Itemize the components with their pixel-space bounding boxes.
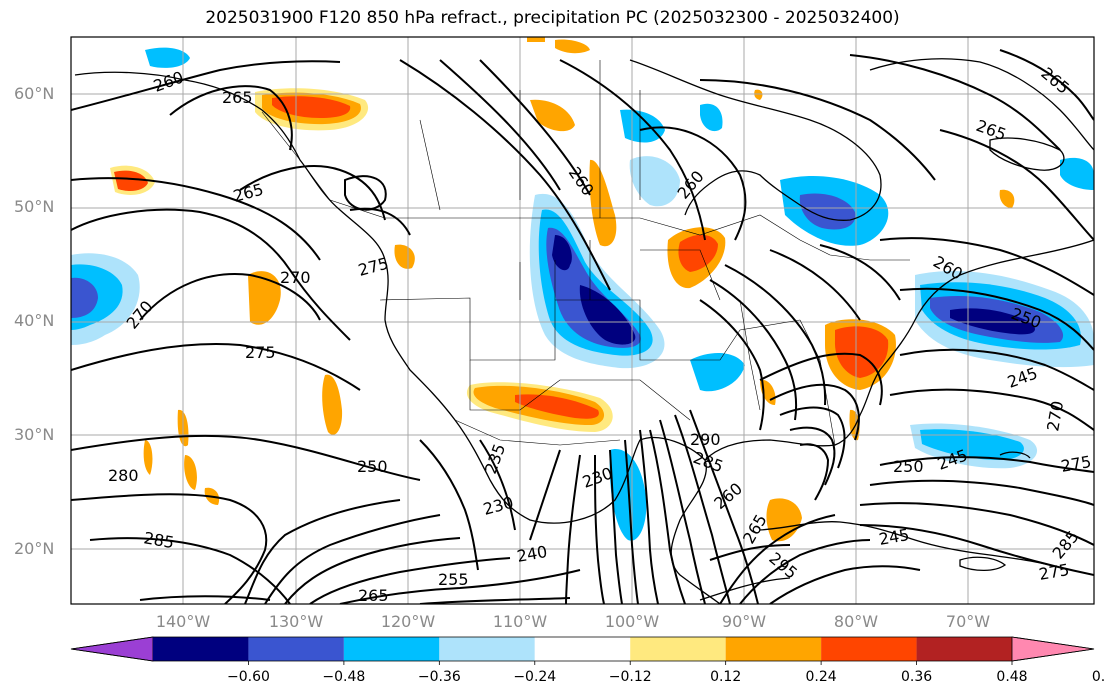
colorbar-outline <box>70 636 1095 662</box>
lat-label: 50°N <box>14 197 55 216</box>
precip-positive-region <box>394 244 415 269</box>
colorbar-segment <box>153 637 249 661</box>
lat-label: 20°N <box>14 539 55 558</box>
map-gridlines <box>71 37 1094 604</box>
colorbar-tick-label: 0.48 <box>996 669 1028 685</box>
precip-positive-region <box>248 271 281 325</box>
precip-negative-region <box>552 235 636 345</box>
colorbar-segment <box>439 637 535 661</box>
lon-label: 70°W <box>945 612 991 631</box>
colorbar-segment <box>343 637 440 661</box>
precip-positive-region <box>530 99 617 247</box>
colorbar-tick-label: 0.12 <box>710 669 742 685</box>
colorbar-segment <box>821 637 917 661</box>
colorbar-extend-low <box>70 636 154 662</box>
lat-label: 30°N <box>14 425 55 444</box>
colorbar-tick-label: −0.60 <box>226 669 270 685</box>
lon-label: 80°W <box>833 612 879 631</box>
map-frame <box>70 36 1095 605</box>
colorbar-tick-label: −0.36 <box>417 669 461 685</box>
colorbar-extend-high <box>1011 636 1095 662</box>
map-title: 2025031900 F120 850 hPa refract., precip… <box>205 8 900 28</box>
colorbar <box>70 636 1095 665</box>
lat-label: 40°N <box>14 311 55 330</box>
contour-label: 280 <box>108 466 139 485</box>
precip-positive-region <box>678 234 718 272</box>
contour-label: 270 <box>280 268 311 287</box>
colorbar-segment <box>725 637 822 661</box>
precip-negative-region <box>920 429 1024 460</box>
precip-positive-region <box>114 170 148 191</box>
colorbar-segment <box>630 637 726 661</box>
lon-label: 140°W <box>155 612 211 631</box>
colorbar-tick-label: −0.24 <box>513 669 557 685</box>
lon-label: 90°W <box>721 612 767 631</box>
lon-label: 120°W <box>380 612 436 631</box>
contour-label: 265 <box>358 586 389 605</box>
colorbar-tick-label: −0.12 <box>608 669 652 685</box>
precip-positive-region <box>143 374 343 490</box>
lon-label: 100°W <box>604 612 660 631</box>
colorbar-segment <box>534 637 631 661</box>
precip-negative-region <box>71 277 98 318</box>
contour-label: 290 <box>690 430 721 449</box>
colorbar-tick-label: 0.24 <box>805 669 837 685</box>
colorbar-tick-label: 0.60 <box>1091 669 1105 685</box>
precip-negative-region <box>609 353 745 541</box>
colorbar-tick-label: 0.36 <box>900 669 933 685</box>
precip-positive-region <box>515 394 599 419</box>
lat-label: 60°N <box>14 84 55 103</box>
refractivity-contours <box>71 49 1094 604</box>
contour-label: 265 <box>222 88 253 107</box>
colorbar-segment <box>916 637 1012 661</box>
precip-negative-region <box>950 308 1035 335</box>
precip-positive-region <box>272 96 351 118</box>
colorbar-segment <box>248 637 344 661</box>
lon-label: 110°W <box>492 612 548 631</box>
contour-label: 255 <box>438 570 469 589</box>
precip-positive-region <box>834 326 889 378</box>
precip-negative-region <box>629 156 680 207</box>
lon-label: 130°W <box>268 612 324 631</box>
contour-label: 275 <box>245 343 276 362</box>
contour-label: 250 <box>893 457 924 476</box>
coastlines <box>74 58 1094 604</box>
precip-shading <box>71 37 1094 542</box>
political-borders <box>261 60 910 446</box>
contour-label: 250 <box>357 457 388 476</box>
precip-negative-region <box>145 47 190 68</box>
colorbar-tick-label: −0.48 <box>322 669 366 685</box>
